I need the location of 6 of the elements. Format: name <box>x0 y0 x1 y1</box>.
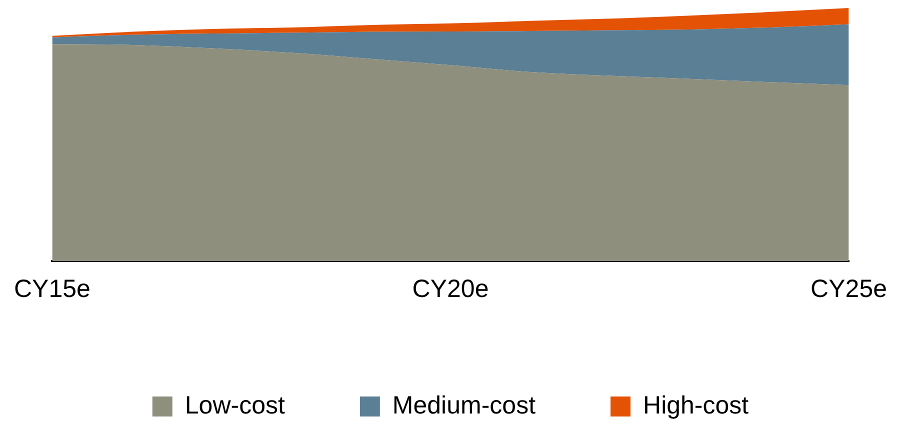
x-tick-label: CY15e <box>14 274 90 303</box>
legend-label: Low-cost <box>184 391 285 420</box>
x-tick-label: CY20e <box>412 274 489 303</box>
legend-label: High-cost <box>643 391 749 420</box>
x-tick-label: CY25e <box>810 274 888 303</box>
legend-label: Medium-cost <box>392 391 536 420</box>
